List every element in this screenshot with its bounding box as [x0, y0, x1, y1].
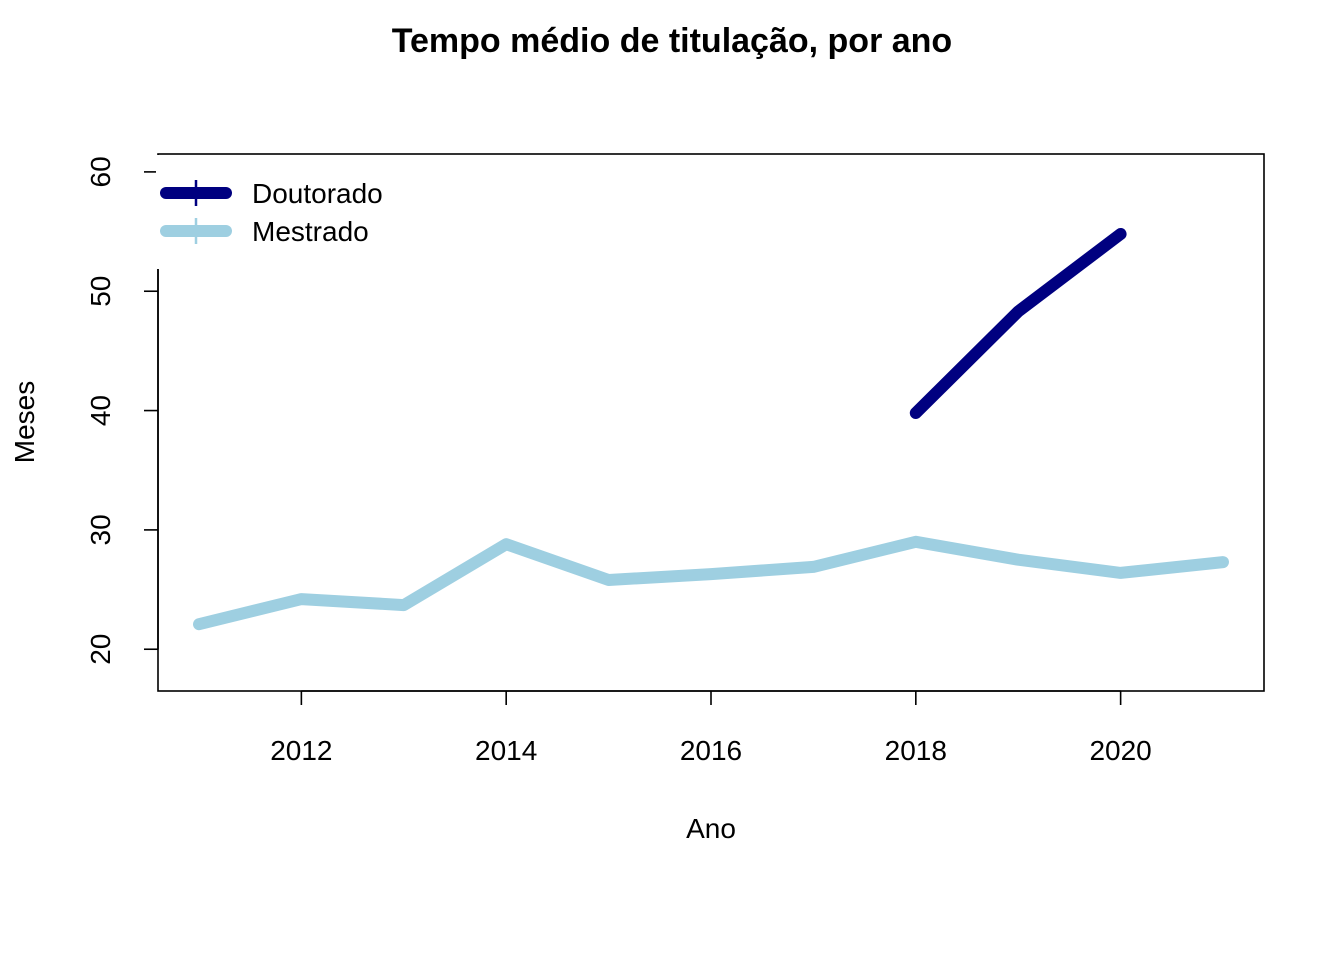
y-tick-label: 60 — [85, 156, 116, 187]
series-line-mestrado — [193, 535, 1229, 631]
y-axis: 20 30 40 50 60 — [85, 156, 159, 665]
y-tick-label: 30 — [85, 514, 116, 545]
legend-box — [156, 155, 416, 269]
x-axis: 2012 2014 2016 2018 2020 — [270, 690, 1152, 766]
chart-title: Tempo médio de titulação, por ano — [392, 22, 952, 60]
series-layer — [193, 228, 1229, 631]
series-line-doutorado — [909, 228, 1127, 419]
x-tick-label: 2014 — [475, 735, 537, 766]
legend-label-mestrado: Mestrado — [252, 216, 369, 247]
y-tick-label: 50 — [85, 276, 116, 307]
y-axis-label: Meses — [9, 381, 40, 463]
legend: Doutorado Mestrado — [156, 155, 416, 269]
x-tick-label: 2016 — [680, 735, 742, 766]
x-axis-label: Ano — [686, 813, 736, 844]
y-tick-label: 20 — [85, 634, 116, 665]
x-tick-label: 2012 — [270, 735, 332, 766]
x-tick-label: 2020 — [1089, 735, 1151, 766]
y-tick-label: 40 — [85, 395, 116, 426]
legend-label-doutorado: Doutorado — [252, 178, 383, 209]
x-tick-label: 2018 — [885, 735, 947, 766]
